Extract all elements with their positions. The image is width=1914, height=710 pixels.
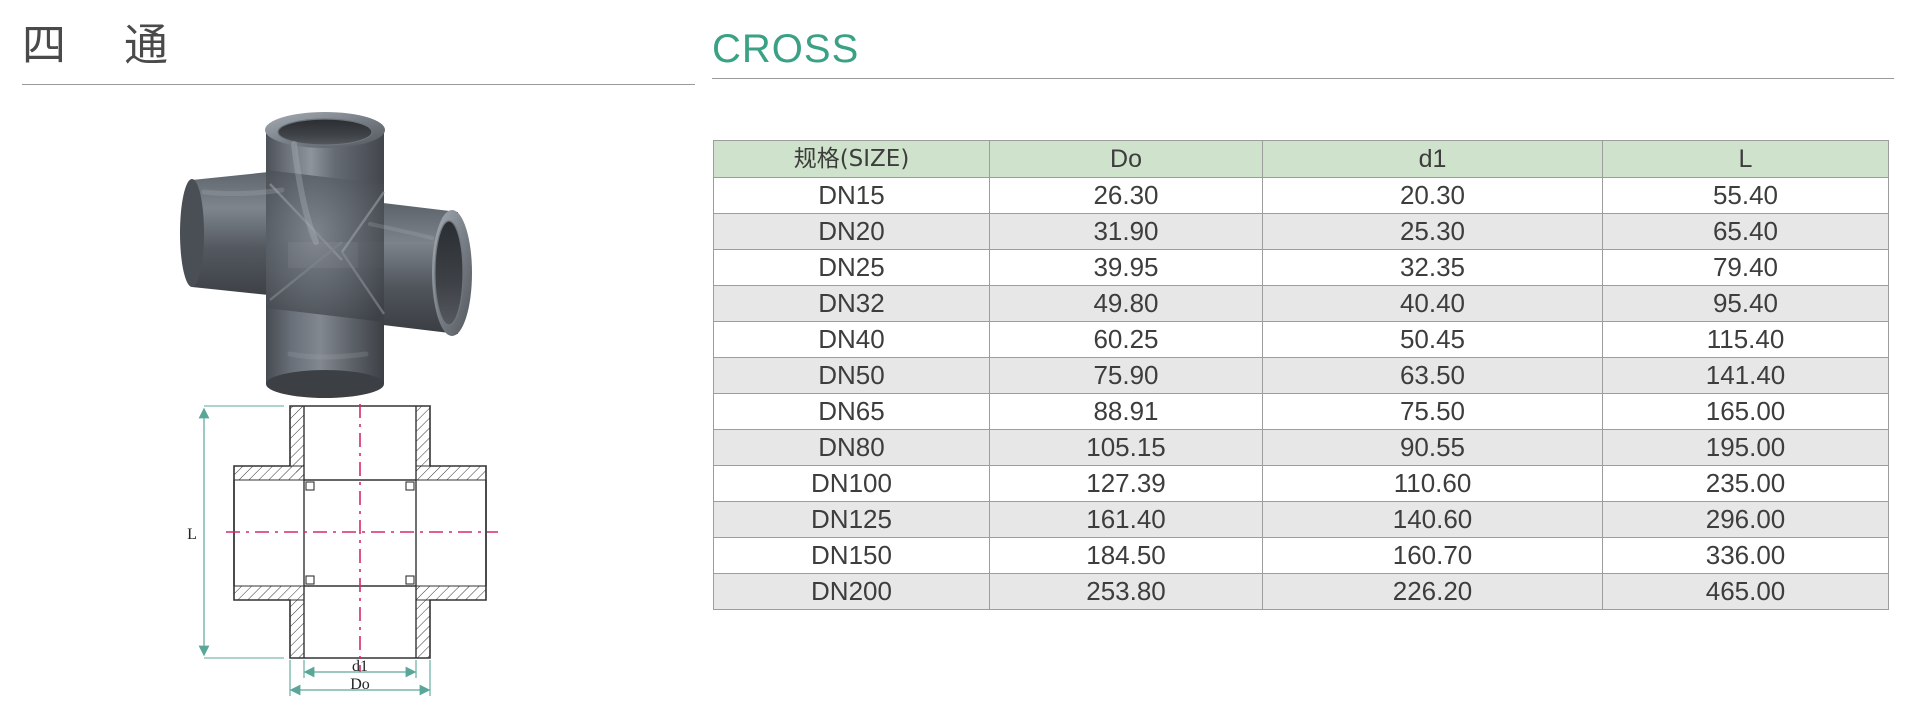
cell-size: DN125 — [713, 501, 990, 538]
cell-do: 184.50 — [989, 537, 1263, 574]
table-row: DN15 26.30 20.30 55.40 — [713, 177, 1889, 214]
cell-d1: 50.45 — [1262, 321, 1603, 358]
table-row: DN40 60.25 50.45 115.40 — [713, 321, 1889, 358]
cell-l: 195.00 — [1602, 429, 1889, 466]
chinese-title-block: 四 通 — [0, 12, 700, 85]
cell-l: 296.00 — [1602, 501, 1889, 538]
cell-l: 141.40 — [1602, 357, 1889, 394]
cell-l: 235.00 — [1602, 465, 1889, 502]
table-body: DN15 26.30 20.30 55.40 DN20 31.90 25.30 … — [713, 177, 1889, 610]
table-row: DN25 39.95 32.35 79.40 — [713, 249, 1889, 286]
table-header: 规格(SIZE) Do d1 L — [713, 140, 1889, 178]
cell-d1: 63.50 — [1262, 357, 1603, 394]
cell-l: 65.40 — [1602, 213, 1889, 250]
page-title-english: CROSS — [712, 27, 860, 71]
column-header-l: L — [1602, 140, 1889, 178]
cell-do: 75.90 — [989, 357, 1263, 394]
english-title-divider — [712, 78, 1894, 79]
cell-size: DN15 — [713, 177, 990, 214]
cell-l: 55.40 — [1602, 177, 1889, 214]
page-title-chinese: 四 通 — [22, 20, 190, 71]
product-photo — [170, 92, 480, 402]
cell-size: DN100 — [713, 465, 990, 502]
cell-do: 161.40 — [989, 501, 1263, 538]
cell-d1: 90.55 — [1262, 429, 1603, 466]
table-row: DN200 253.80 226.20 465.00 — [713, 573, 1889, 610]
pvc-cross-fitting-photo-icon — [180, 112, 472, 398]
column-header-d1: d1 — [1262, 140, 1603, 178]
cell-d1: 160.70 — [1262, 537, 1603, 574]
table-row: DN80 105.15 90.55 195.00 — [713, 429, 1889, 466]
cell-l: 336.00 — [1602, 537, 1889, 574]
cell-d1: 226.20 — [1262, 573, 1603, 610]
cell-do: 127.39 — [989, 465, 1263, 502]
table-header-row: 规格(SIZE) Do d1 L — [713, 140, 1889, 178]
cell-size: DN80 — [713, 429, 990, 466]
cross-fitting-section-drawing-icon: L d1 Do — [187, 404, 498, 696]
cell-size: DN25 — [713, 249, 990, 286]
cell-do: 31.90 — [989, 213, 1263, 250]
cell-size: DN150 — [713, 537, 990, 574]
cell-size: DN50 — [713, 357, 990, 394]
cell-d1: 110.60 — [1262, 465, 1603, 502]
cell-do: 26.30 — [989, 177, 1263, 214]
dimension-label-d1: d1 — [352, 658, 368, 675]
cell-do: 88.91 — [989, 393, 1263, 430]
table-row: DN125 161.40 140.60 296.00 — [713, 501, 1889, 538]
cell-size: DN200 — [713, 573, 990, 610]
cell-size: DN32 — [713, 285, 990, 322]
cell-d1: 75.50 — [1262, 393, 1603, 430]
cell-do: 105.15 — [989, 429, 1263, 466]
table-row: DN20 31.90 25.30 65.40 — [713, 213, 1889, 250]
cell-size: DN20 — [713, 213, 990, 250]
cell-l: 465.00 — [1602, 573, 1889, 610]
technical-drawing: L d1 Do — [180, 400, 520, 700]
cell-d1: 25.30 — [1262, 213, 1603, 250]
cell-l: 79.40 — [1602, 249, 1889, 286]
cell-d1: 20.30 — [1262, 177, 1603, 214]
cell-do: 253.80 — [989, 573, 1263, 610]
specification-table: 规格(SIZE) Do d1 L DN15 26.30 20.30 55.40 … — [713, 140, 1889, 610]
table-row: DN50 75.90 63.50 141.40 — [713, 357, 1889, 394]
table-row: DN65 88.91 75.50 165.00 — [713, 393, 1889, 430]
table-row: DN150 184.50 160.70 336.00 — [713, 537, 1889, 574]
column-header-do: Do — [989, 140, 1263, 178]
cell-d1: 40.40 — [1262, 285, 1603, 322]
table-row: DN32 49.80 40.40 95.40 — [713, 285, 1889, 322]
dimension-label-l: L — [187, 526, 197, 543]
cell-size: DN40 — [713, 321, 990, 358]
column-header-size: 规格(SIZE) — [713, 140, 990, 178]
cell-l: 115.40 — [1602, 321, 1889, 358]
cell-size: DN65 — [713, 393, 990, 430]
cell-l: 165.00 — [1602, 393, 1889, 430]
table-row: DN100 127.39 110.60 235.00 — [713, 465, 1889, 502]
cell-do: 60.25 — [989, 321, 1263, 358]
cell-do: 39.95 — [989, 249, 1263, 286]
dimension-label-do: Do — [350, 676, 370, 693]
cell-l: 95.40 — [1602, 285, 1889, 322]
cell-d1: 140.60 — [1262, 501, 1603, 538]
cell-do: 49.80 — [989, 285, 1263, 322]
cell-d1: 32.35 — [1262, 249, 1603, 286]
chinese-title-divider — [22, 84, 695, 85]
